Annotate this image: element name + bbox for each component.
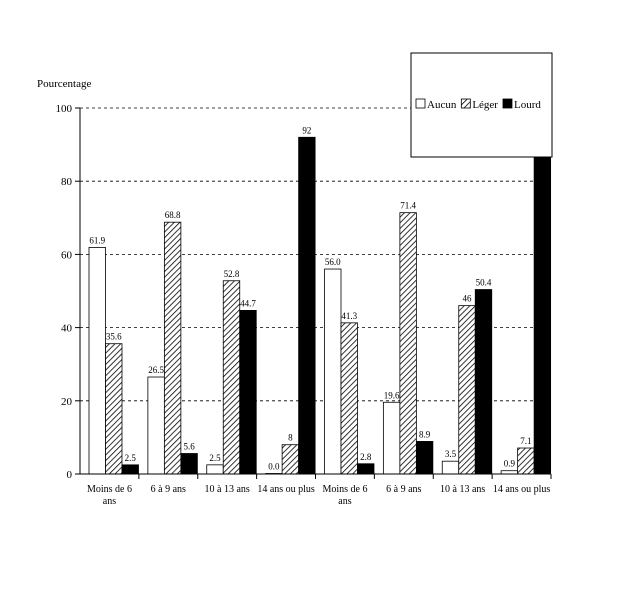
data-label: 19.6 [384,390,400,400]
category-label: 6 à 9 ans [151,484,186,495]
bar-lourd [357,463,375,475]
y-tick-label: 100 [56,103,73,115]
category-label: Moins de 6 [322,484,367,495]
data-label: 50.4 [476,278,492,288]
bar-leger [399,212,417,475]
category-label: ans [103,496,116,507]
category-label: 10 à 13 ans [440,484,485,495]
bar-aucun [88,247,106,475]
data-label: 71.4 [400,201,416,211]
bar-aucun [441,460,460,475]
legend-label: Léger [472,99,498,111]
bar-aucun [324,268,342,475]
bar-lourd [121,464,139,475]
y-tick-label: 0 [67,469,73,481]
data-label: 0.0 [268,462,280,472]
bar-aucun [206,464,224,475]
data-label: 52.8 [224,269,240,279]
category-label: ans [338,496,351,507]
data-label: 2.5 [209,453,221,463]
data-labels: 61.9 35.6 2.5 26.5 68.8 5.6 2.5 52.8 44.7 0.0 8 92 5… [89,125,547,471]
data-label: 68.8 [165,210,181,220]
data-label: 8.9 [419,429,431,439]
bar-aucun [147,376,165,475]
data-label: 56.0 [325,257,341,267]
bars [88,136,552,475]
bar-lourd [298,136,316,475]
bar-leger [105,343,123,475]
legend-label: Lourd [514,99,541,111]
bar-lourd [415,441,434,475]
bar-leger [163,221,182,475]
legend-swatch [460,98,471,109]
bar-leger [281,444,300,475]
category-label: 6 à 9 ans [386,484,421,495]
data-label: 46 [463,294,473,304]
legend-swatch [502,98,513,109]
data-label: 2.5 [125,453,137,463]
legend-label: Aucun [427,99,457,111]
data-label: 61.9 [89,235,105,245]
data-label: 8 [288,433,293,443]
legend-box [410,52,553,158]
data-label: 26.5 [148,365,164,375]
y-tick-label: 20 [61,396,73,408]
bar-leger [517,447,535,475]
bar-lourd [180,453,198,475]
category-label: 14 ans ou plus [493,484,551,495]
data-label: 3.5 [445,449,457,459]
data-label: 7.1 [520,436,531,446]
bar-leger [222,280,241,475]
y-tick-label: 80 [61,176,73,188]
data-label: 35.6 [106,332,122,342]
data-label: 0.9 [504,459,516,469]
bar-aucun [382,401,401,475]
bar-lourd [239,309,257,475]
data-label: 41.3 [341,311,357,321]
legend: Aucun Léger Lourd [410,52,553,158]
category-label: 10 à 13 ans [205,484,250,495]
bar-leger [340,322,358,475]
y-axis-ticks: 0 20 40 60 80 100 [56,103,80,481]
category-label: Moins de 6 [87,484,132,495]
legend-swatch [415,98,426,109]
legend-items: Aucun Léger Lourd [415,98,541,111]
bar-leger [458,305,476,475]
data-label: 92 [302,125,311,135]
bar-lourd [533,136,552,475]
y-tick-label: 60 [61,249,73,261]
data-label: 2.8 [360,452,372,462]
category-label: 14 ans ou plus [257,484,315,495]
y-axis-label: Pourcentage [37,78,91,90]
data-label: 44.7 [240,298,256,308]
y-tick-label: 40 [61,323,73,335]
bar-lourd [474,289,493,475]
data-label: 5.6 [184,442,196,452]
